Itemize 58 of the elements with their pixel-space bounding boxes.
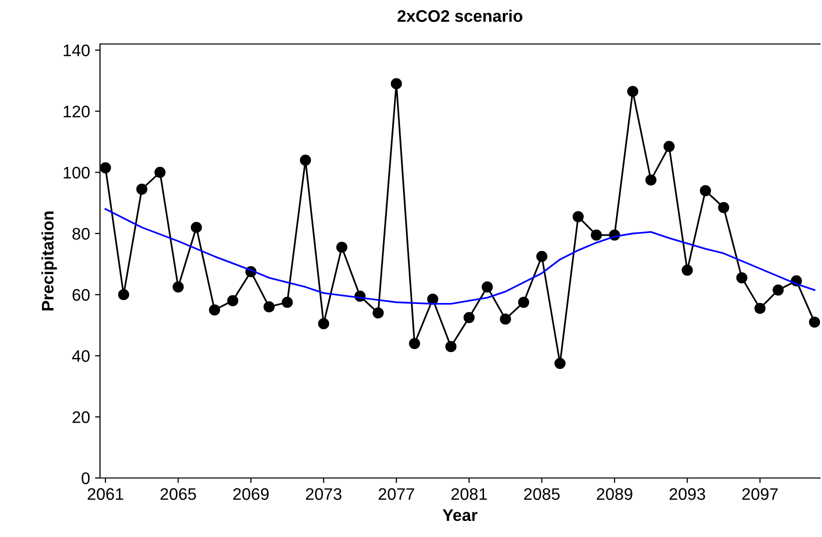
x-tick-label: 2089 xyxy=(596,488,632,500)
point xyxy=(808,316,820,328)
point xyxy=(318,318,330,330)
point xyxy=(390,78,402,90)
point xyxy=(100,162,112,174)
point xyxy=(336,242,348,253)
x-tick-label: 2069 xyxy=(233,488,269,500)
y-tick-label: 40 xyxy=(72,350,90,362)
y-tick-label: 100 xyxy=(64,166,90,179)
point xyxy=(445,341,456,352)
x-tick-label: 2061 xyxy=(88,488,124,500)
y-tick-label: 140 xyxy=(64,44,90,56)
point xyxy=(300,154,312,166)
point xyxy=(208,304,220,316)
point xyxy=(664,140,675,152)
point xyxy=(482,281,493,293)
point xyxy=(136,184,148,195)
x-tick-label: 2077 xyxy=(378,488,414,500)
y-axis-title: Precipitation xyxy=(41,212,57,310)
point xyxy=(572,211,584,222)
point xyxy=(554,358,566,369)
point xyxy=(627,86,638,97)
point xyxy=(590,229,602,241)
point xyxy=(645,174,656,186)
point xyxy=(700,185,712,196)
point xyxy=(372,307,384,319)
point xyxy=(227,295,238,306)
x-tick-label: 2085 xyxy=(524,488,560,500)
point xyxy=(190,222,202,233)
y-tick-label: 60 xyxy=(72,289,90,301)
point xyxy=(282,296,293,308)
y-tick-label: 0 xyxy=(82,472,90,484)
point xyxy=(736,272,748,284)
point xyxy=(464,312,475,324)
point xyxy=(154,166,166,178)
y-tick-label: 80 xyxy=(72,228,90,240)
chart-title: 2xCO2 scenario xyxy=(398,10,522,22)
y-tick-label: 120 xyxy=(64,106,90,118)
x-tick-label: 2097 xyxy=(742,488,778,500)
point xyxy=(518,296,530,308)
x-tick-label: 2081 xyxy=(451,488,487,500)
x-axis-title: Year xyxy=(442,509,478,522)
line-series xyxy=(104,208,816,305)
point xyxy=(264,301,275,312)
point xyxy=(118,289,130,300)
point xyxy=(682,264,693,276)
point xyxy=(718,202,730,214)
point xyxy=(408,338,420,350)
point xyxy=(536,250,548,262)
point xyxy=(754,302,766,314)
point xyxy=(172,281,184,293)
x-tick-label: 2073 xyxy=(306,488,342,500)
y-tick-label: 20 xyxy=(72,411,90,424)
x-tick-label: 2093 xyxy=(670,488,706,500)
point xyxy=(500,314,512,325)
point xyxy=(772,284,784,296)
point xyxy=(427,294,438,305)
x-tick-label: 2065 xyxy=(160,488,196,500)
